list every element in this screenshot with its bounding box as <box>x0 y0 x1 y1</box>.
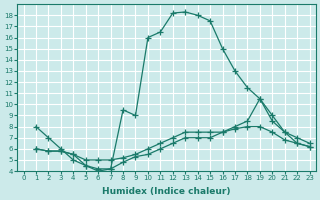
X-axis label: Humidex (Indice chaleur): Humidex (Indice chaleur) <box>102 187 231 196</box>
